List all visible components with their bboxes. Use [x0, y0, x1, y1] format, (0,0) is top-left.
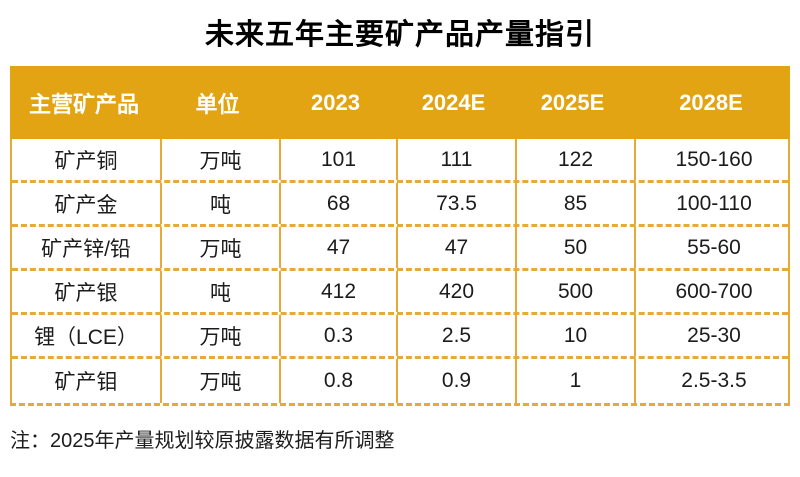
table-cell: 万吨	[160, 359, 279, 403]
table-cell: 万吨	[160, 139, 279, 180]
column-header-2023: 2023	[311, 89, 360, 115]
table-cell: 2.5-3.5	[634, 359, 792, 403]
table-cell: 85	[515, 183, 634, 224]
table-row-molybdenum: 矿产钼 万吨 0.8 0.9 1 2.5-3.5	[12, 359, 788, 403]
table-cell: 0.3	[279, 315, 396, 356]
table-cell: 47	[279, 227, 396, 268]
table-cell: 矿产金	[54, 193, 118, 217]
table-cell: 111	[396, 139, 515, 180]
table-cell: 68	[279, 183, 396, 224]
table-cell: 500	[515, 271, 634, 312]
table-cell: 100-110	[634, 183, 792, 224]
table-row-lithium: 锂（LCE） 万吨 0.3 2.5 10 25-30	[12, 315, 788, 359]
table-row-zinc-lead: 矿产锌/铅 万吨 47 47 50 55-60	[12, 227, 788, 271]
table-cell: 1	[515, 359, 634, 403]
table-row-copper: 矿产铜 万吨 101 111 122 150-160	[12, 139, 788, 183]
table-cell: 55-60	[634, 227, 792, 268]
table-cell: 0.8	[279, 359, 396, 403]
table-cell: 矿产银	[54, 281, 118, 305]
table-cell: 矿产锌/铅	[41, 237, 131, 261]
column-header-2028e: 2028E	[679, 89, 743, 115]
production-guidance-table: 主营矿产品 单位 2023 2024E 2025E 2028E 矿产铜 万吨 1…	[10, 66, 790, 406]
table-row-gold: 矿产金 吨 68 73.5 85 100-110	[12, 183, 788, 227]
table-body: 矿产铜 万吨 101 111 122 150-160 矿产金 吨 68 73.5…	[10, 139, 790, 406]
table-cell: 万吨	[160, 315, 279, 356]
table-cell: 矿产钼	[54, 371, 118, 394]
table-cell: 2.5	[396, 315, 515, 356]
table-cell: 0.9	[396, 359, 515, 403]
column-header-product: 主营矿产品	[28, 91, 139, 117]
column-header-unit: 单位	[195, 91, 240, 117]
table-title: 未来五年主要矿产品产量指引	[204, 19, 595, 51]
table-cell: 万吨	[160, 227, 279, 268]
footnote: 注：2025年产量规划较原披露数据有所调整	[10, 430, 395, 452]
table-cell: 吨	[160, 271, 279, 312]
table-cell: 420	[396, 271, 515, 312]
table-cell: 73.5	[396, 183, 515, 224]
table-cell: 412	[279, 271, 396, 312]
table-cell: 矿产铜	[54, 149, 118, 173]
table-cell: 600-700	[634, 271, 792, 312]
table-cell: 150-160	[634, 139, 792, 180]
table-cell: 锂（LCE）	[34, 325, 138, 349]
table-cell: 122	[515, 139, 634, 180]
table-cell: 25-30	[634, 315, 792, 356]
table-cell: 10	[515, 315, 634, 356]
table-cell: 吨	[160, 183, 279, 224]
table-cell: 50	[515, 227, 634, 268]
table-cell: 101	[279, 139, 396, 180]
table-row-silver: 矿产银 吨 412 420 500 600-700	[12, 271, 788, 315]
column-header-2025e: 2025E	[540, 89, 605, 115]
column-header-2024e: 2024E	[421, 89, 486, 115]
table-header-row: 主营矿产品 单位 2023 2024E 2025E 2028E	[10, 66, 790, 139]
table-cell: 47	[396, 227, 515, 268]
